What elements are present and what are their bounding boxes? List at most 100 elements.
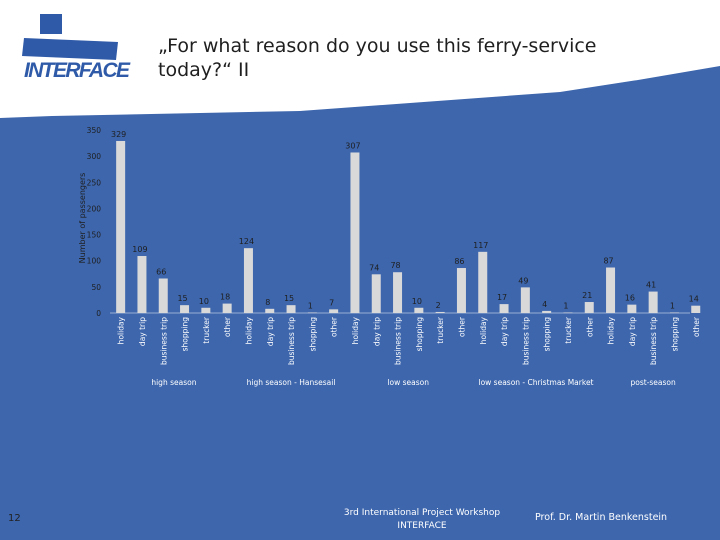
data-label: 15 — [177, 294, 187, 303]
data-label: 8 — [265, 298, 270, 307]
category-label: day trip — [628, 317, 637, 346]
data-label: 86 — [454, 257, 464, 266]
data-label: 109 — [132, 245, 147, 254]
bar — [180, 305, 190, 313]
slide-title: „For what reason do you use this ferry-s… — [158, 34, 658, 82]
data-label: 1 — [563, 301, 568, 310]
bar — [350, 152, 360, 313]
category-label: day trip — [138, 317, 147, 346]
y-axis: 0 50 100 150 200 250 300 350 — [87, 126, 690, 318]
data-label: 87 — [603, 257, 613, 266]
data-label: 16 — [625, 294, 635, 303]
group-label: low season - Christmas Market — [478, 378, 593, 387]
bar — [563, 312, 573, 314]
footer-line-2: INTERFACE — [397, 521, 447, 531]
bar — [456, 268, 466, 313]
page-number: 12 — [8, 513, 21, 524]
category-label: business trip — [649, 317, 658, 365]
category-label: shopping — [543, 317, 552, 352]
y-tick-label: 350 — [87, 126, 102, 135]
category-label: shopping — [181, 317, 190, 352]
data-label: 10 — [199, 297, 209, 306]
category-label: other — [330, 316, 339, 337]
data-label: 1 — [670, 301, 675, 310]
data-label: 41 — [646, 281, 656, 290]
bar — [414, 307, 424, 313]
category-label: day trip — [500, 317, 509, 346]
data-label: 21 — [582, 291, 592, 300]
bar — [137, 256, 147, 313]
group-label: high season — [151, 378, 196, 387]
footer-line-1: 3rd International Project Workshop — [343, 508, 501, 518]
data-label: 74 — [369, 263, 379, 272]
group-label: low season — [387, 378, 429, 387]
category-label: day trip — [372, 317, 381, 346]
data-label: 10 — [412, 297, 422, 306]
interface-logo: INTERFACE — [22, 14, 134, 82]
bar — [116, 140, 126, 313]
category-label: shopping — [670, 317, 679, 352]
data-label: 49 — [518, 276, 528, 285]
group-labels: high season high season - Hansesail low se… — [151, 378, 676, 387]
bar — [393, 272, 403, 313]
category-label: day trip — [266, 317, 275, 346]
category-label: business trip — [521, 317, 530, 365]
category-label: other — [692, 316, 701, 337]
title-line-2: today?“ II — [158, 59, 250, 81]
data-label: 307 — [345, 141, 360, 150]
bar — [201, 307, 211, 313]
bar — [222, 303, 232, 313]
category-label: trucker — [436, 316, 445, 344]
y-tick-label: 250 — [87, 178, 102, 187]
bar — [435, 311, 445, 313]
category-label: shopping — [415, 317, 424, 352]
category-label: trucker — [202, 316, 211, 344]
category-label: trucker — [564, 316, 573, 344]
bar — [648, 291, 658, 313]
y-tick-label: 100 — [87, 257, 102, 266]
data-label: 14 — [689, 295, 699, 304]
bar — [520, 287, 530, 313]
bar — [478, 251, 488, 313]
data-label: 15 — [284, 294, 294, 303]
y-tick-label: 50 — [91, 283, 101, 292]
title-line-1: „For what reason do you use this ferry-s… — [158, 35, 597, 57]
bar — [499, 304, 509, 313]
bar — [243, 248, 253, 313]
y-tick-label: 200 — [87, 204, 102, 213]
footer-workshop: 3rd International Project Workshop INTER… — [318, 507, 526, 533]
svg-text:INTERFACE: INTERFACE — [24, 59, 131, 80]
bar — [329, 309, 339, 313]
y-tick-label: 300 — [87, 152, 102, 161]
category-label: business trip — [394, 317, 403, 365]
bar — [606, 267, 616, 313]
y-tick-label: 150 — [87, 231, 102, 240]
data-label: 1 — [308, 301, 313, 310]
data-label: 2 — [436, 301, 441, 310]
data-label: 124 — [239, 237, 254, 246]
data-label: 4 — [542, 300, 547, 309]
bar — [265, 308, 275, 313]
category-label: other — [223, 316, 232, 337]
category-label: holiday — [351, 316, 360, 344]
bar — [158, 278, 168, 313]
bar — [627, 304, 637, 313]
category-label: other — [457, 316, 466, 337]
data-label: 7 — [329, 298, 334, 307]
bar — [584, 302, 594, 313]
data-label: 66 — [156, 267, 166, 276]
bar — [691, 305, 701, 313]
y-tick-label: 0 — [96, 309, 101, 318]
category-label: business trip — [287, 317, 296, 365]
category-label: other — [585, 316, 594, 337]
category-label: holiday — [244, 316, 253, 344]
data-label: 18 — [220, 293, 230, 302]
data-label: 17 — [497, 293, 507, 302]
bar — [371, 274, 381, 313]
category-label: holiday — [607, 316, 616, 344]
bar — [542, 310, 552, 313]
bar — [669, 312, 679, 314]
